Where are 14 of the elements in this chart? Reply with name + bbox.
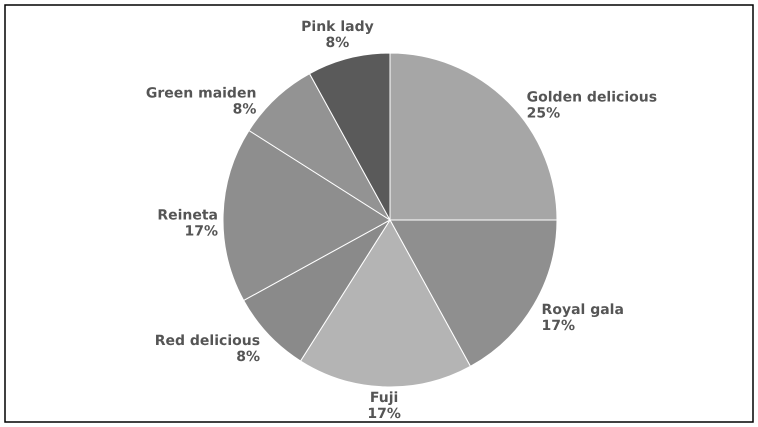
- slice-label: Golden delicious: [526, 89, 658, 106]
- data-label: 8%: [232, 102, 256, 118]
- slice-label: Royal gala: [542, 302, 624, 318]
- data-label: 8%: [236, 348, 260, 365]
- slice-label: Red delicious: [154, 332, 260, 349]
- slice-label: Pink lady: [301, 18, 374, 35]
- slice-label: Green maiden: [146, 85, 256, 102]
- data-label: 8%: [326, 35, 350, 51]
- slice-label: Fuji: [370, 390, 398, 406]
- slice-label: Reineta: [157, 208, 218, 224]
- data-label: 17%: [367, 406, 401, 422]
- data-label: 17%: [184, 224, 218, 240]
- data-label: 25%: [526, 105, 560, 122]
- data-label: 17%: [542, 318, 576, 334]
